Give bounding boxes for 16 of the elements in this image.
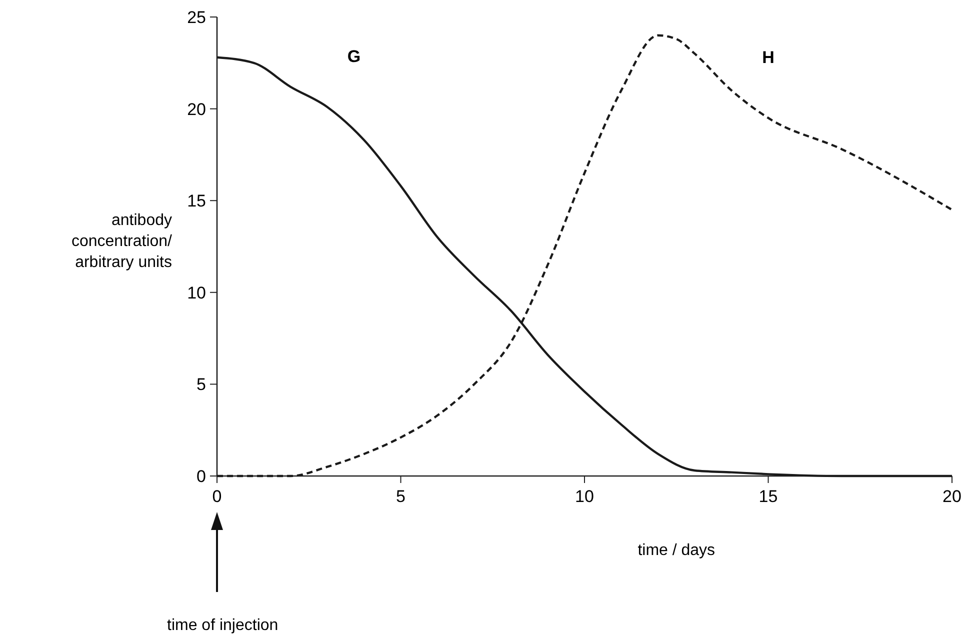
x-tick-label: 5 <box>396 487 406 506</box>
y-tick-label: 10 <box>187 283 206 302</box>
text: time of injection <box>167 617 278 634</box>
y-tick-label: 25 <box>187 8 206 27</box>
x-axis-title: time / days <box>638 542 716 559</box>
y-axis-title: antibody concentration/ arbitrary units <box>71 212 173 271</box>
x-tick-label: 15 <box>758 487 778 506</box>
y-tick-label: 0 <box>196 466 206 486</box>
y-tick-label: 20 <box>187 100 206 119</box>
x-tick-label: 20 <box>942 487 962 506</box>
y-tick-label: 15 <box>187 192 206 211</box>
text: G <box>347 47 361 66</box>
text: H <box>762 48 774 67</box>
y-tick-label: 5 <box>196 375 206 394</box>
x-tick-label: 10 <box>575 487 594 506</box>
x-tick-label: 0 <box>212 487 222 506</box>
